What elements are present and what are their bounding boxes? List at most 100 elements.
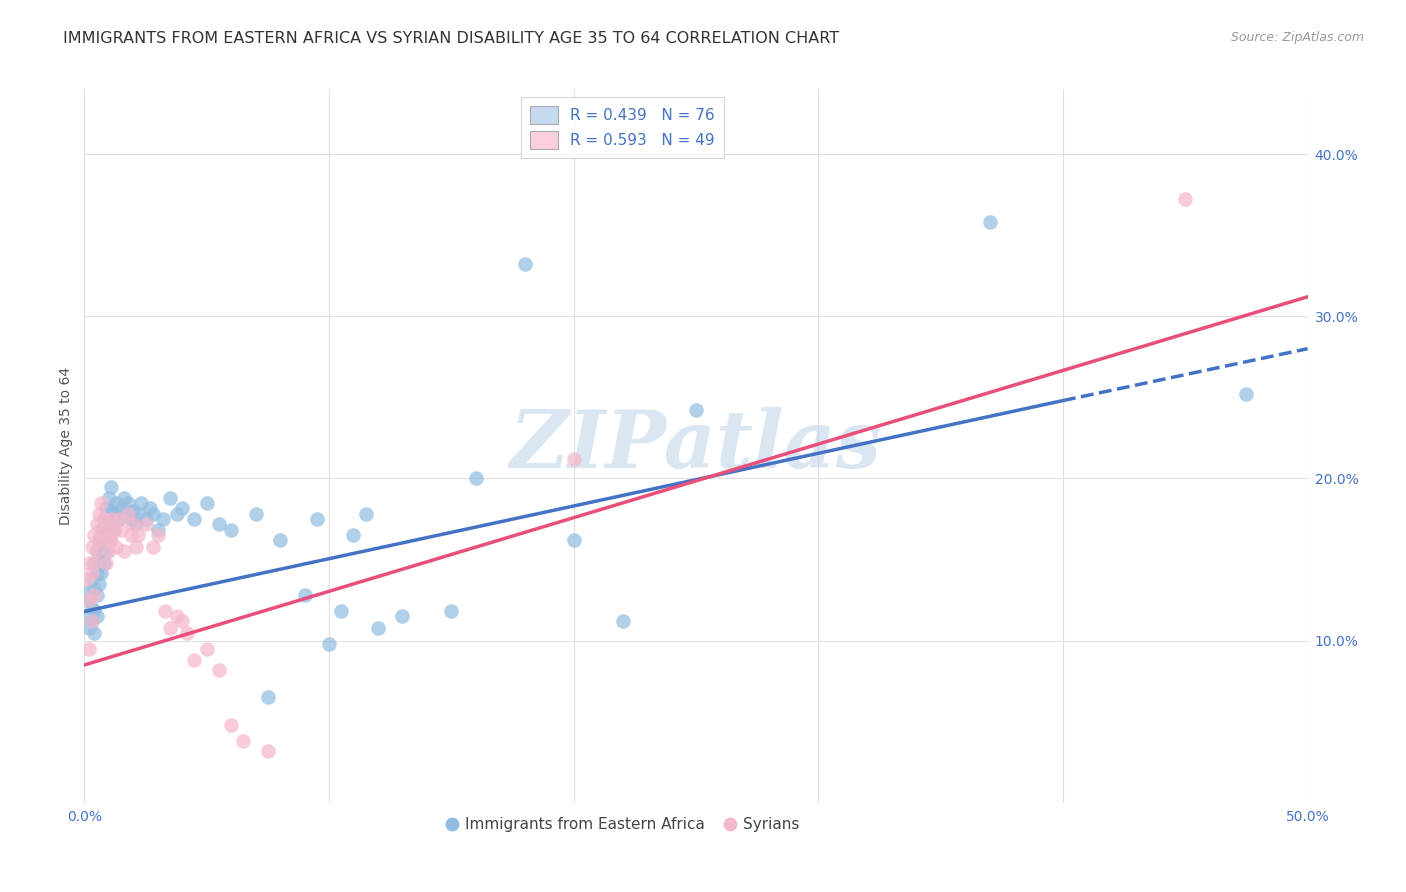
Point (122, 516, 145, 531)
Point (685, 403, 707, 417)
Point (83, 528, 105, 542)
Point (97, 491, 120, 505)
Point (219, 524, 242, 538)
Point (117, 507, 139, 521)
Point (208, 663, 231, 677)
Point (257, 690, 280, 705)
Point (97, 512, 120, 526)
Point (127, 528, 149, 542)
Point (77, 593, 100, 607)
Point (120, 528, 142, 542)
Point (139, 500, 162, 515)
Point (122, 504, 145, 518)
Point (76, 585, 98, 599)
Point (86, 544, 108, 558)
Point (76, 572, 98, 586)
Point (152, 512, 174, 526)
Point (166, 609, 188, 624)
Point (86, 588, 108, 602)
Point (90, 496, 112, 510)
Point (100, 533, 122, 547)
Point (100, 479, 122, 493)
Point (562, 533, 585, 547)
Point (112, 544, 135, 558)
Point (83, 582, 105, 596)
Point (77, 593, 100, 607)
Point (86, 609, 108, 624)
Y-axis label: Disability Age 35 to 64: Disability Age 35 to 64 (59, 367, 73, 525)
Point (83, 588, 105, 602)
Point (110, 500, 132, 515)
Point (354, 507, 377, 521)
Point (87, 533, 110, 547)
Point (391, 609, 413, 624)
Point (103, 524, 125, 538)
Point (80, 566, 103, 580)
Point (269, 533, 291, 547)
Point (80, 601, 103, 615)
Point (77, 609, 100, 624)
Point (96, 556, 118, 570)
Point (97, 544, 120, 558)
Point (125, 516, 148, 531)
Point (562, 452, 585, 467)
Point (97, 524, 120, 538)
Point (77, 641, 100, 656)
Point (125, 540, 148, 554)
Point (330, 604, 353, 618)
Point (245, 507, 267, 521)
Point (176, 625, 198, 640)
Point (96, 533, 118, 547)
Point (342, 528, 364, 542)
Point (100, 512, 122, 526)
Point (105, 496, 128, 510)
Point (183, 512, 205, 526)
Point (87, 556, 110, 570)
Point (105, 540, 128, 554)
Point (146, 524, 169, 538)
Point (112, 491, 135, 505)
Point (219, 718, 242, 732)
Point (172, 500, 194, 515)
Point (183, 653, 205, 667)
Point (159, 621, 181, 635)
Point (107, 512, 129, 526)
Point (1236, 387, 1258, 401)
Text: ZIPatlas: ZIPatlas (510, 408, 882, 484)
Point (93, 533, 115, 547)
Point (83, 604, 105, 618)
Point (93, 556, 115, 570)
Point (142, 540, 165, 554)
Point (120, 512, 142, 526)
Point (257, 744, 280, 758)
Point (115, 507, 138, 521)
Point (153, 604, 176, 618)
Point (90, 524, 112, 538)
Point (90, 544, 112, 558)
Point (103, 507, 125, 521)
Point (93, 512, 115, 526)
Point (513, 257, 536, 271)
Point (83, 625, 105, 640)
Point (127, 507, 149, 521)
Point (367, 621, 389, 635)
Point (87, 577, 110, 591)
Point (96, 544, 118, 558)
Point (166, 507, 188, 521)
Point (318, 637, 340, 651)
Point (232, 734, 254, 748)
Point (135, 516, 157, 531)
Point (80, 614, 103, 628)
Point (294, 588, 316, 602)
Point (135, 512, 157, 526)
Point (107, 512, 129, 526)
Legend: Immigrants from Eastern Africa, Syrians: Immigrants from Eastern Africa, Syrians (439, 811, 806, 838)
Point (103, 524, 125, 538)
Point (80, 572, 103, 586)
Point (110, 524, 132, 538)
Point (87, 533, 110, 547)
Point (83, 556, 105, 570)
Point (80, 614, 103, 628)
Point (96, 524, 118, 538)
Point (86, 566, 108, 580)
